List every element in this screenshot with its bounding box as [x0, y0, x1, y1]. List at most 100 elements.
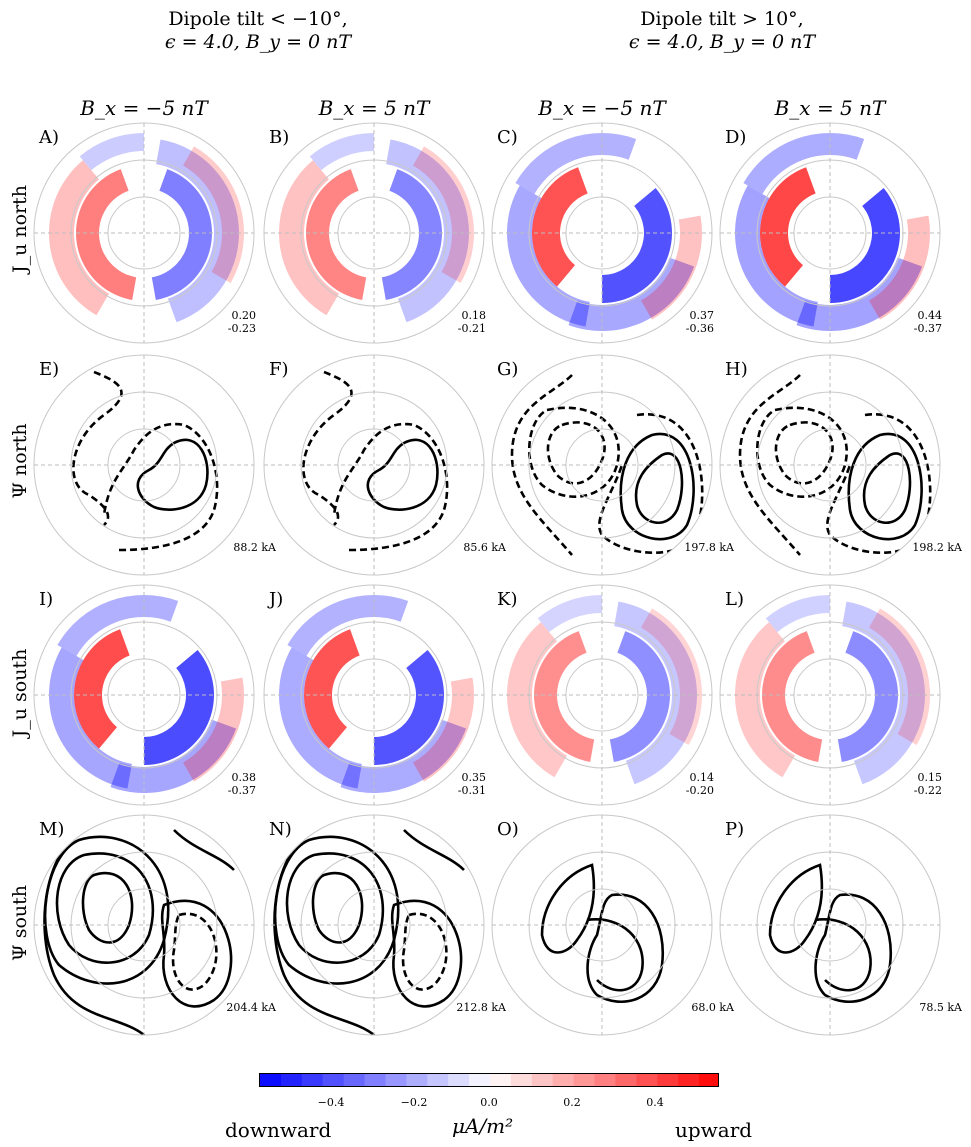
panel-h: [718, 353, 943, 578]
downward-current-region: [765, 595, 830, 633]
downward-current-region: [507, 185, 590, 327]
positive-contour-line: [403, 829, 465, 871]
total-current-label: 197.8 kA: [684, 541, 734, 554]
panel-o: [490, 813, 715, 1038]
total-current-label: 198.2 kA: [912, 541, 962, 554]
plot-content: [43, 818, 235, 1035]
max-value: 0.20: [231, 309, 257, 322]
negative-contour-line: [332, 422, 449, 552]
panel-letter: F): [269, 359, 289, 380]
upward-current-region: [413, 677, 474, 782]
polar-plot: [263, 584, 485, 806]
upward-current-region: [762, 631, 823, 762]
downward-current-region: [381, 169, 442, 300]
panel-p: [718, 813, 943, 1038]
positive-contour-line: [768, 863, 824, 954]
downward-current-region: [374, 650, 444, 765]
positive-contour-line: [586, 918, 644, 992]
negative-contour-line: [546, 421, 606, 485]
group-title-line2: ϵ = 4.0, B_y = 0 nT: [164, 31, 352, 53]
polar-plot: [491, 122, 713, 344]
polar-plot: [719, 354, 941, 576]
max-value: 0.14: [689, 771, 715, 784]
upward-current-region: [759, 167, 816, 287]
plot-content: [278, 595, 474, 793]
max-value: 0.35: [461, 771, 487, 784]
total-current-label: 78.5 kA: [919, 1001, 962, 1014]
polar-plot: [719, 814, 941, 1036]
polar-plot: [491, 354, 713, 576]
colorbar-segment: [322, 1074, 345, 1086]
row-label-psi-south: Ψ south: [9, 885, 31, 961]
downward-current-region: [614, 601, 698, 785]
panel-letter: D): [725, 127, 747, 148]
upward-current-region: [306, 169, 367, 300]
upward-current-region: [506, 622, 567, 778]
min-value: -0.36: [685, 322, 714, 335]
panel-m: [32, 813, 257, 1038]
downward-current-region: [151, 169, 212, 300]
upward-current-region: [413, 146, 474, 283]
downward-current-region: [735, 185, 818, 327]
row-label-ju-north: J_u north: [9, 184, 31, 274]
negative-contour-line: [510, 374, 573, 556]
colorbar-segment: [301, 1074, 324, 1086]
total-current-label: 212.8 kA: [456, 1001, 506, 1014]
downward-current-region: [568, 257, 695, 331]
negative-contour-line: [774, 421, 834, 485]
negative-contour-line: [756, 406, 848, 498]
upward-current-region: [735, 622, 795, 778]
positive-contour-line: [55, 852, 155, 964]
upward-current-region: [641, 215, 702, 320]
colorbar: [259, 1073, 719, 1087]
negative-contour-line: [72, 370, 123, 526]
max-value: 0.15: [917, 771, 943, 784]
panel-letter: I): [39, 589, 54, 610]
colorbar-segment: [615, 1074, 637, 1086]
panel-letter: L): [725, 589, 744, 610]
group-title-positive-tilt: Dipole tilt > 10°, ϵ = 4.0, B_y = 0 nT: [552, 8, 892, 54]
panel-letter: M): [39, 819, 65, 840]
downward-current-region: [57, 594, 179, 656]
max-value: 0.18: [461, 309, 487, 322]
total-current-label: 88.2 kA: [233, 541, 276, 554]
downward-current-region: [743, 133, 865, 194]
positive-contour-line: [390, 899, 463, 1008]
polar-plot: [33, 584, 255, 806]
upward-current-region: [279, 160, 339, 316]
downward-current-region: [156, 139, 240, 323]
min-value: -0.37: [913, 322, 942, 335]
positive-contour-line: [136, 438, 209, 511]
upward-current-region: [869, 608, 930, 745]
positive-contour-line: [586, 893, 665, 1003]
negative-contour-line: [171, 912, 218, 991]
plot-content: [735, 133, 930, 331]
plot-content: [735, 595, 930, 785]
downward-current-region: [830, 188, 900, 303]
downward-current-region: [110, 719, 237, 793]
column-label-2: B_x = 5 nT: [318, 96, 430, 120]
panel-a: [32, 121, 257, 346]
min-value: -0.20: [685, 784, 714, 797]
positive-contour-line: [814, 918, 872, 992]
upward-current-region: [532, 167, 588, 287]
colorbar-segment: [406, 1074, 428, 1086]
downward-current-region: [79, 133, 144, 171]
colorbar-tick: 0.0: [480, 1096, 498, 1109]
colorbar-segment: [364, 1074, 386, 1086]
downward-current-region: [796, 257, 923, 331]
colorbar-segment: [510, 1074, 533, 1086]
positive-contour-line: [160, 899, 233, 1008]
colorbar-segment: [699, 1074, 718, 1086]
max-min-values: 0.35 -0.31: [426, 771, 486, 797]
downward-current-region: [144, 650, 215, 765]
colorbar-unit-label: μA/m²: [452, 1114, 514, 1138]
row-label-ju-south: J_u south: [9, 648, 31, 738]
positive-contour-line: [273, 818, 378, 1035]
max-min-values: 0.38 -0.37: [196, 771, 256, 797]
colorbar-segment: [657, 1074, 679, 1086]
group-title-line1: Dipole tilt > 10°,: [640, 8, 804, 30]
downward-current-region: [340, 719, 467, 793]
polar-plot: [263, 814, 485, 1036]
downward-current-region: [386, 139, 470, 323]
